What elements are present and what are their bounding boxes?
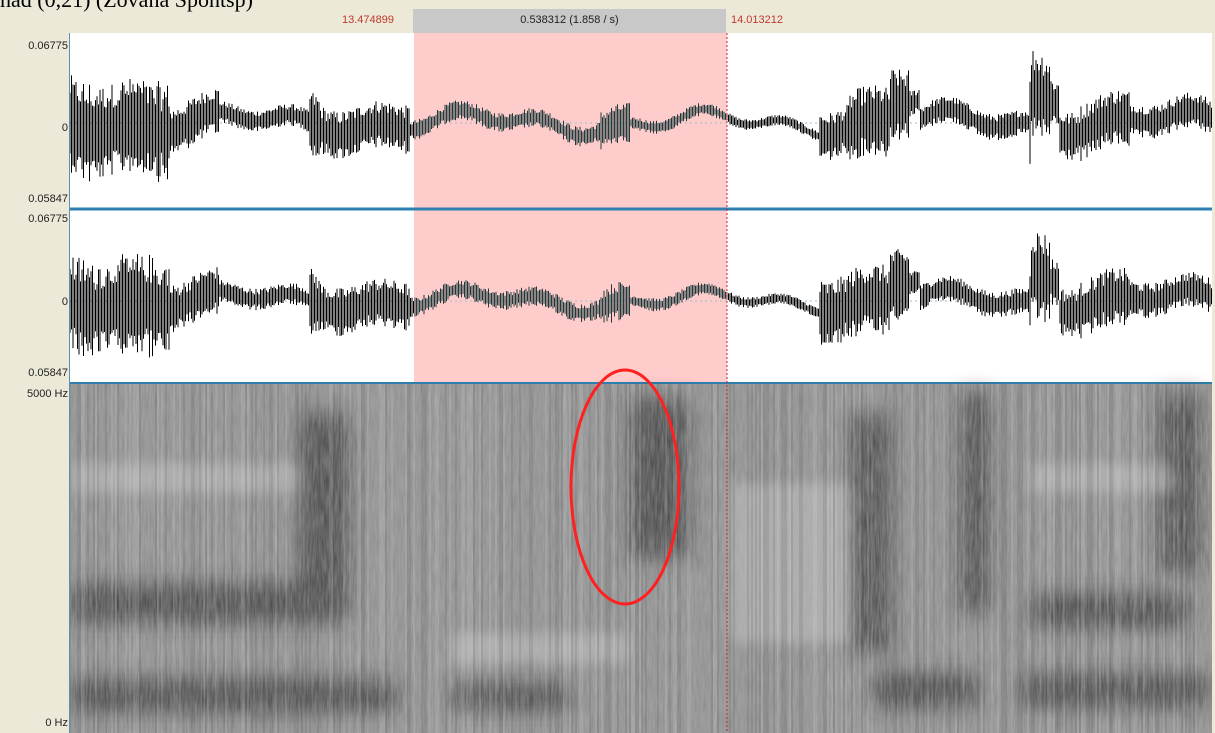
waveform-trace-selected [414,100,728,150]
ch1-ymax-label: 0.06775 [28,40,68,52]
selection-duration-bar[interactable] [413,9,726,33]
annotation-circle [569,368,681,606]
spectrogram [70,384,1212,733]
spectrogram-texture [70,384,1195,733]
waveform-trace [70,233,1212,358]
sound-editor-canvas[interactable] [69,33,1212,733]
ch1-zero-label: 0 [61,122,68,134]
figure-caption: had (0,21) (Zovana Spontsp) [0,0,1215,13]
ch2-zero-label: 0 [61,296,68,308]
waveform-trace-selected [414,280,728,323]
channel1-waveform [70,51,1212,182]
ch1-ymin-label: 0.05847 [28,193,68,205]
spectrogram-texture [81,384,1197,733]
spectrogram-fmin-label: 0 Hz [45,717,68,729]
spectrogram-fmax-label: 5000 Hz [27,388,68,400]
ch2-ymin-label: 0.05847 [28,367,68,379]
waveform-trace [70,51,1212,182]
selection-duration: 0.538312 (1.858 / s) [520,14,619,26]
ch2-ymax-label: 0.06775 [28,213,68,225]
selection-end-time: 14.013212 [731,14,783,26]
selection-start-time: 13.474899 [342,14,394,26]
channel2-waveform [70,233,1212,358]
